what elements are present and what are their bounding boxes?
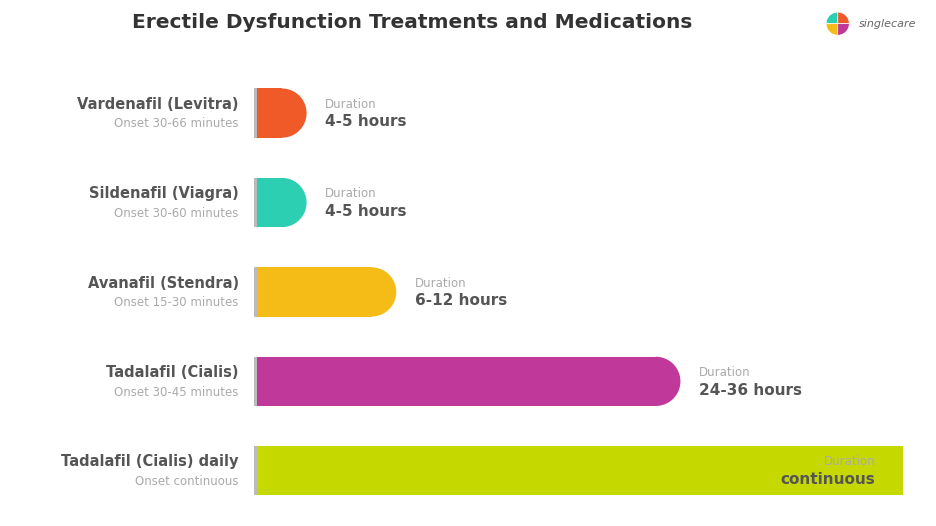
- Text: Tadalafil (Cialis) daily: Tadalafil (Cialis) daily: [61, 454, 239, 469]
- Text: Tadalafil (Cialis): Tadalafil (Cialis): [106, 365, 239, 380]
- Polygon shape: [282, 88, 307, 138]
- Polygon shape: [826, 24, 838, 35]
- Polygon shape: [838, 24, 849, 35]
- Text: continuous: continuous: [781, 472, 875, 487]
- Bar: [257, 267, 372, 317]
- Polygon shape: [372, 267, 396, 317]
- Text: Duration: Duration: [699, 366, 751, 379]
- Polygon shape: [282, 178, 307, 227]
- Text: Duration: Duration: [824, 456, 875, 469]
- Polygon shape: [656, 357, 680, 406]
- Text: Erectile Dysfunction Treatments and Medications: Erectile Dysfunction Treatments and Medi…: [132, 13, 692, 32]
- Text: Duration: Duration: [415, 277, 467, 290]
- Text: 24-36 hours: 24-36 hours: [699, 383, 802, 398]
- Text: 6-12 hours: 6-12 hours: [415, 294, 507, 308]
- Polygon shape: [826, 12, 838, 24]
- Bar: [254, 446, 266, 495]
- Bar: [257, 178, 282, 227]
- Text: Onset continuous: Onset continuous: [135, 475, 239, 488]
- Text: Onset 30-45 minutes: Onset 30-45 minutes: [114, 386, 239, 399]
- Text: Onset 30-66 minutes: Onset 30-66 minutes: [114, 117, 239, 130]
- Text: Sildenafil (Viagra): Sildenafil (Viagra): [89, 186, 239, 201]
- Bar: [257, 88, 282, 138]
- Text: Onset 15-30 minutes: Onset 15-30 minutes: [114, 296, 239, 309]
- Text: Onset 30-60 minutes: Onset 30-60 minutes: [114, 207, 239, 220]
- Text: Vardenafil (Levitra): Vardenafil (Levitra): [77, 97, 239, 112]
- Text: 4-5 hours: 4-5 hours: [326, 115, 407, 129]
- Text: 4-5 hours: 4-5 hours: [326, 204, 407, 219]
- Text: Duration: Duration: [326, 187, 377, 200]
- Bar: [254, 357, 266, 406]
- Bar: [254, 88, 266, 138]
- Bar: [254, 267, 266, 317]
- Text: Avanafil (Stendra): Avanafil (Stendra): [88, 276, 239, 290]
- Text: Duration: Duration: [326, 98, 377, 111]
- Bar: [257, 357, 656, 406]
- Polygon shape: [838, 12, 849, 24]
- Bar: [257, 446, 903, 495]
- Bar: [254, 178, 266, 227]
- Text: singlecare: singlecare: [858, 18, 916, 29]
